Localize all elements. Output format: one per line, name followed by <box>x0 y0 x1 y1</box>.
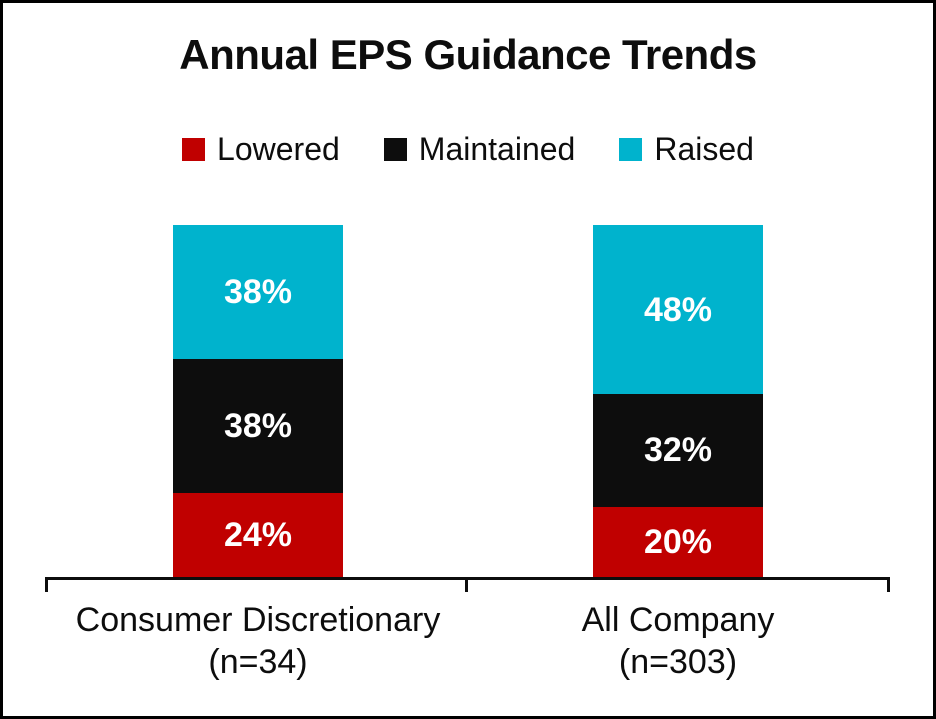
legend-label: Lowered <box>217 130 340 167</box>
x-axis-label-consumer-discretionary-n-34: Consumer Discretionary (n=34) <box>38 599 478 683</box>
legend-label: Maintained <box>418 130 576 167</box>
x-axis-tick-right <box>887 577 890 592</box>
bar-segment-value-label: 32% <box>643 431 713 470</box>
x-axis-label-all-company-n-303: All Company (n=303) <box>458 599 898 683</box>
bar-segment-value-label: 38% <box>223 406 293 445</box>
bar-segment-value-label: 20% <box>643 522 713 561</box>
legend: Lowered Maintained Raised <box>3 127 933 171</box>
x-axis-tick-left <box>45 577 48 592</box>
stacked-bar-consumer-discretionary-n-34: 24% 38% 38% <box>173 224 343 577</box>
stacked-bar-all-company-n-303: 20% 32% 48% <box>593 225 763 577</box>
bar-segment-raised: 48% <box>593 225 763 395</box>
bar-segment-value-label: 48% <box>643 290 713 329</box>
legend-swatch-icon <box>182 137 206 161</box>
plot-area: 24% 38% 38% 20% 32% 48% <box>3 224 936 577</box>
category-sample-size: (n=34) <box>208 643 308 681</box>
bar-segment-maintained: 38% <box>173 358 343 493</box>
bar-segment-lowered: 20% <box>593 506 763 577</box>
bar-segment-value-label: 38% <box>223 272 293 311</box>
legend-item-lowered: Lowered <box>182 131 340 168</box>
category-sample-size: (n=303) <box>618 643 738 681</box>
x-axis-tick-middle <box>465 577 468 592</box>
legend-item-maintained: Maintained <box>383 130 576 168</box>
legend-swatch-icon <box>383 137 407 161</box>
category-name: Consumer Discretionary <box>75 601 441 639</box>
bar-segment-value-label: 24% <box>223 515 293 554</box>
legend-label: Raised <box>654 130 754 167</box>
legend-item-raised: Raised <box>619 131 754 168</box>
chart-title: Annual EPS Guidance Trends <box>179 31 757 78</box>
bar-segment-maintained: 32% <box>593 394 763 507</box>
category-name: All Company <box>581 601 775 639</box>
bar-segment-lowered: 24% <box>173 492 343 577</box>
bar-segment-raised: 38% <box>173 224 343 359</box>
legend-swatch-icon <box>619 137 643 161</box>
